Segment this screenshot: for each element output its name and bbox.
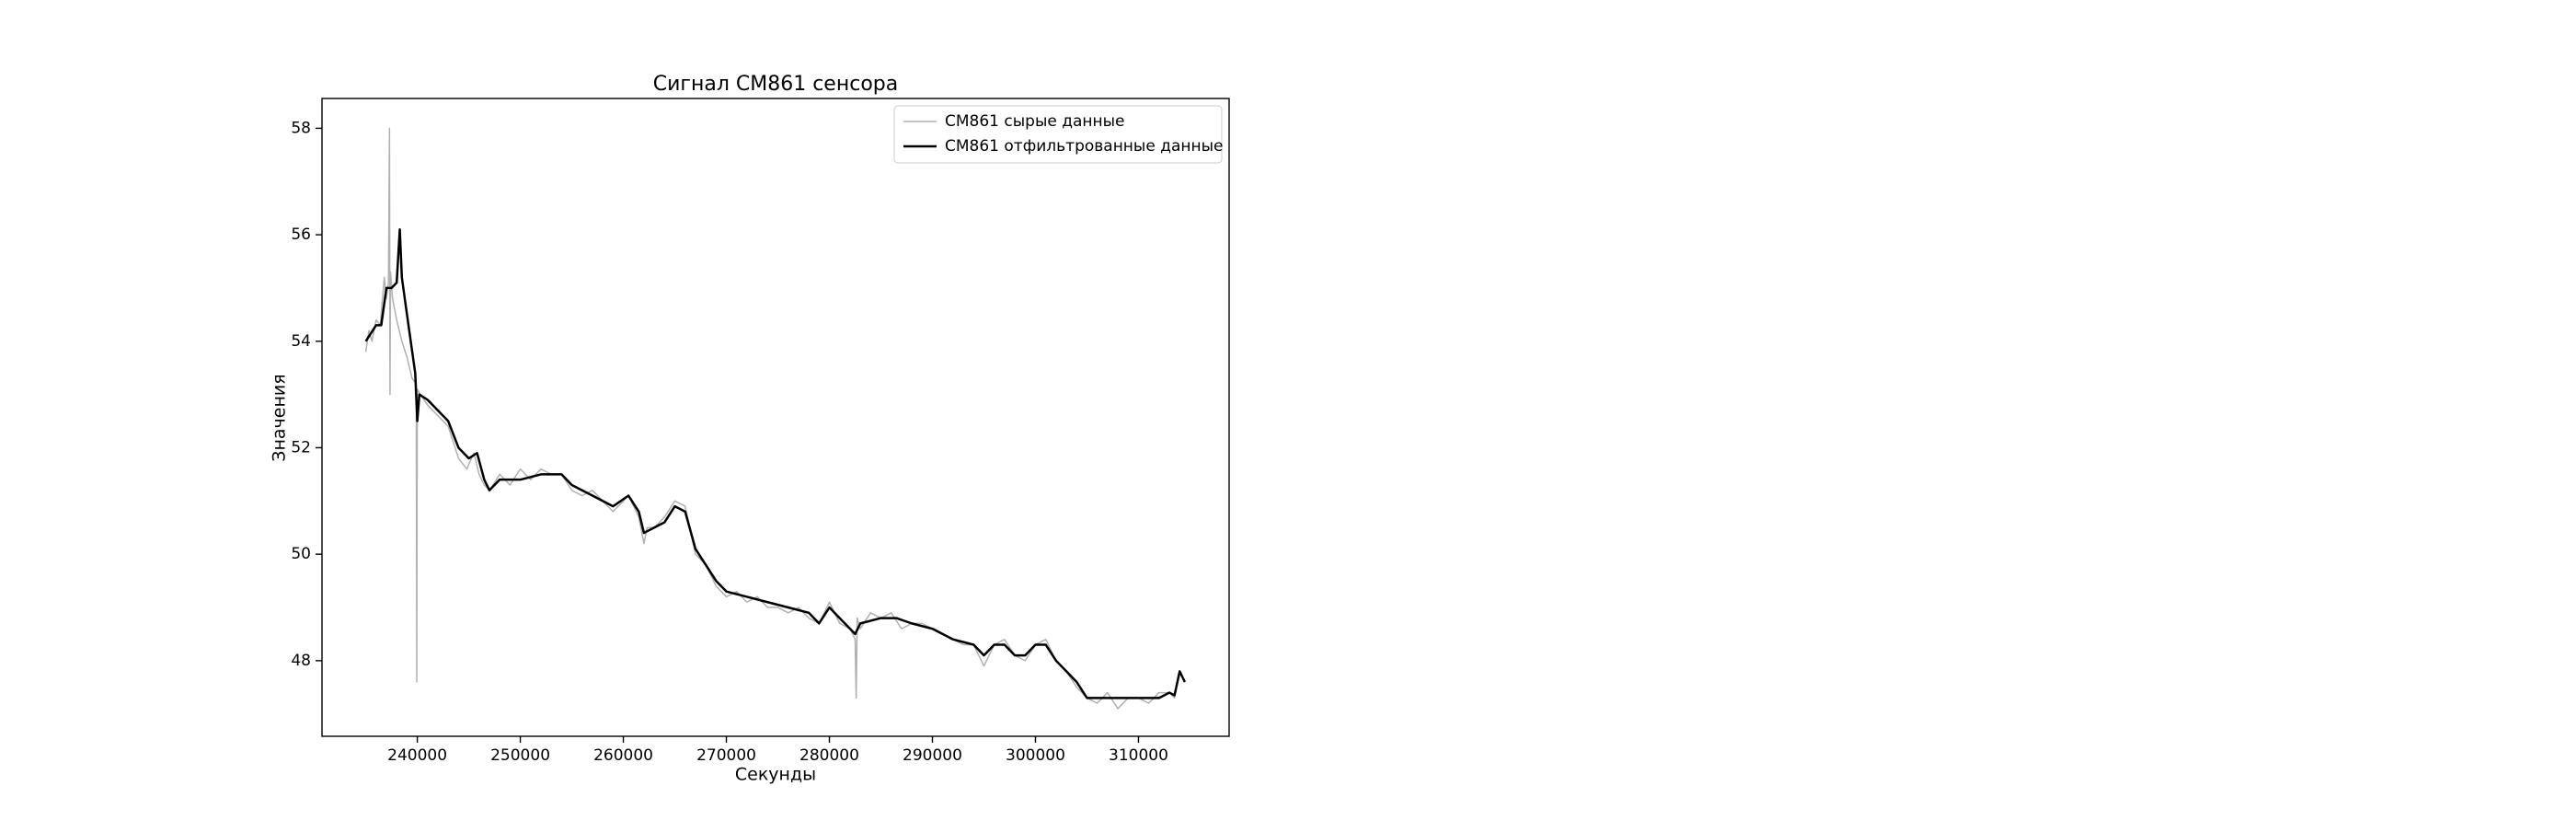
series-line [364,127,1186,710]
x-tick-label: 260000 [593,746,653,765]
chart-title: Сигнал CM861 сенсора [653,73,898,96]
x-tick-label: 290000 [903,746,962,765]
y-tick-label: 56 [291,225,311,244]
y-axis-label: Значения [270,374,290,461]
x-axis-label: Секунды [735,765,816,785]
legend-label: CM861 сырые данные [945,112,1125,131]
x-tick-label: 300000 [1006,746,1065,765]
y-tick-label: 58 [291,119,311,137]
x-tick-label: 280000 [799,746,859,765]
y-tick-label: 52 [291,438,311,456]
y-tick-label: 50 [291,545,311,563]
y-tick-label: 48 [291,652,311,670]
x-tick-label: 270000 [696,746,756,765]
legend-label: CM861 отфильтрованные данные [945,137,1224,156]
plot-frame [321,98,1230,737]
legend-box [893,105,1223,164]
x-tick-label: 310000 [1109,746,1168,765]
x-tick-label: 250000 [490,746,550,765]
series-line [364,228,1186,699]
y-tick-label: 54 [291,332,311,351]
x-tick-label: 240000 [387,746,447,765]
